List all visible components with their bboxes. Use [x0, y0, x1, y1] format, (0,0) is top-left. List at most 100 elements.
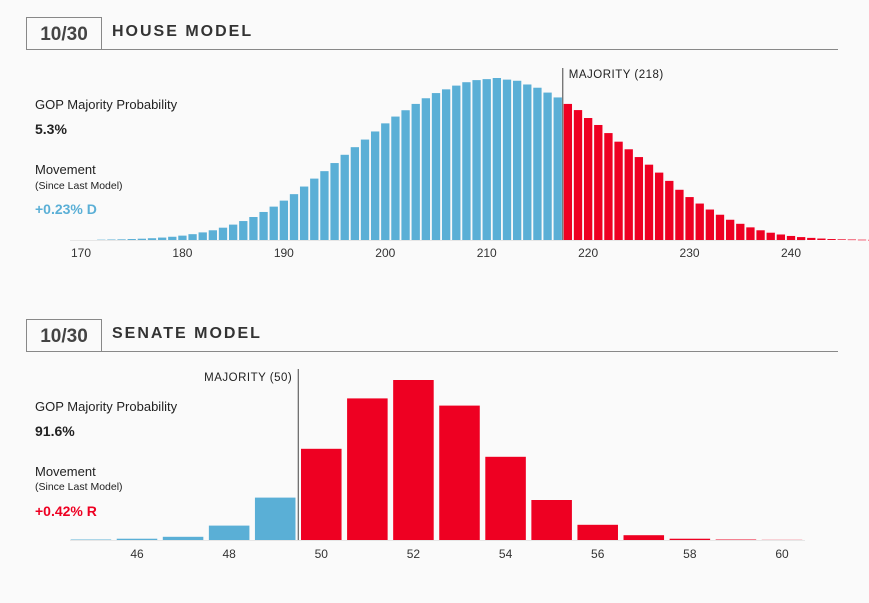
senate-bar-59: [715, 539, 757, 541]
senate-bar-49: [254, 497, 296, 540]
house-bar-229: [675, 189, 684, 240]
house-bar-222: [604, 133, 613, 240]
house-bar-206: [441, 89, 451, 240]
house-bar-203: [411, 103, 420, 240]
senate-tick-56: 56: [591, 547, 605, 561]
senate-tick-60: 60: [775, 547, 789, 561]
house-bar-188: [259, 211, 268, 240]
house-bar-178: [157, 237, 167, 240]
house-bar-172: [97, 239, 106, 241]
house-movement-value: +0.23% D: [35, 201, 97, 217]
house-chart: 170 180 190 200 210 220 230 240 MAJORITY (218): [70, 68, 869, 260]
senate-bar-48: [208, 525, 250, 540]
senate-bar-50: [301, 448, 342, 540]
senate-bar-55: [531, 500, 572, 540]
senate-movement-label: Movement: [35, 464, 96, 479]
house-bar-242: [807, 237, 816, 240]
house-tick-220: 220: [578, 246, 598, 260]
house-bar-194: [320, 171, 329, 240]
senate-tick-46: 46: [130, 547, 144, 561]
house-bar-179: [168, 236, 177, 240]
house-bar-239: [776, 234, 786, 240]
house-bar-236: [746, 227, 755, 240]
house-model-title: HOUSE MODEL: [112, 23, 254, 40]
house-bar-213: [512, 80, 522, 240]
house-bar-207: [452, 85, 461, 240]
senate-tick-48: 48: [222, 547, 236, 561]
senate-bar-56: [577, 524, 618, 540]
senate-bar-58: [669, 538, 711, 540]
house-bar-174: [117, 239, 126, 240]
house-bar-175: [127, 239, 136, 240]
house-bar-205: [431, 93, 441, 240]
senate-bar-45: [70, 539, 112, 541]
house-bar-243: [817, 238, 826, 240]
house-majority-label: MAJORITY (218): [569, 69, 664, 81]
house-bar-226: [644, 164, 654, 240]
house-bar-231: [695, 203, 704, 240]
house-tick-180: 180: [172, 246, 192, 260]
house-bar-209: [472, 80, 481, 240]
house-bar-180: [178, 235, 187, 240]
house-bar-182: [198, 232, 207, 240]
house-bar-204: [421, 98, 431, 240]
senate-header: 10/30 SENATE MODEL: [26, 319, 838, 352]
house-bar-228: [665, 180, 674, 240]
senate-tick-52: 52: [407, 547, 421, 561]
house-bar-219: [573, 110, 583, 240]
senate-prob-label: GOP Majority Probability: [35, 399, 178, 414]
house-tick-210: 210: [477, 246, 497, 260]
house-bar-183: [208, 230, 218, 240]
senate-tick-58: 58: [683, 547, 697, 561]
house-bar-212: [502, 79, 512, 241]
house-bar-201: [391, 116, 400, 240]
house-bar-210: [482, 79, 491, 240]
house-tick-200: 200: [375, 246, 395, 260]
house-movement-sub: (Since Last Model): [35, 180, 123, 192]
house-bar-215: [533, 87, 542, 240]
house-bar-218: [563, 103, 573, 240]
house-movement-label: Movement: [35, 162, 96, 177]
senate-bar-47: [162, 536, 204, 540]
house-bar-241: [796, 237, 806, 240]
house-bar-237: [756, 230, 765, 240]
house-bar-220: [583, 118, 593, 240]
house-bar-191: [289, 194, 299, 240]
house-model-section: 10/30 HOUSE MODEL GOP Majority Probabili…: [0, 0, 869, 290]
house-bar-189: [269, 206, 278, 240]
house-bar-238: [766, 232, 775, 240]
senate-date-box: 10/30: [26, 319, 102, 351]
house-tick-230: 230: [680, 246, 700, 260]
house-bar-233: [715, 214, 725, 240]
house-bar-198: [360, 139, 370, 240]
house-bar-247: [857, 239, 867, 241]
senate-bar-57: [623, 535, 665, 540]
senate-tick-54: 54: [499, 547, 513, 561]
senate-tick-50: 50: [315, 547, 329, 561]
house-header: 10/30 HOUSE MODEL: [26, 17, 838, 50]
senate-bar-53: [439, 405, 480, 540]
senate-bar-51: [347, 398, 388, 540]
house-bar-246: [847, 239, 857, 241]
house-bar-184: [218, 227, 228, 240]
house-bar-244: [827, 239, 836, 240]
house-bar-214: [523, 84, 532, 240]
senate-model-title: SENATE MODEL: [112, 325, 262, 342]
house-bar-173: [107, 239, 116, 241]
house-bar-199: [370, 131, 380, 240]
house-bar-187: [249, 217, 258, 240]
house-bar-230: [685, 197, 694, 240]
house-date-box: 10/30: [26, 17, 102, 49]
senate-majority-label: MAJORITY (50): [204, 372, 292, 384]
house-bar-234: [725, 219, 735, 240]
house-bar-227: [654, 172, 664, 240]
house-tick-240: 240: [781, 246, 801, 260]
house-bar-221: [594, 124, 603, 240]
house-bar-193: [310, 178, 319, 240]
house-bar-232: [705, 209, 715, 240]
senate-bar-46: [116, 538, 158, 540]
house-tick-170: 170: [71, 246, 91, 260]
house-bar-200: [381, 123, 390, 240]
